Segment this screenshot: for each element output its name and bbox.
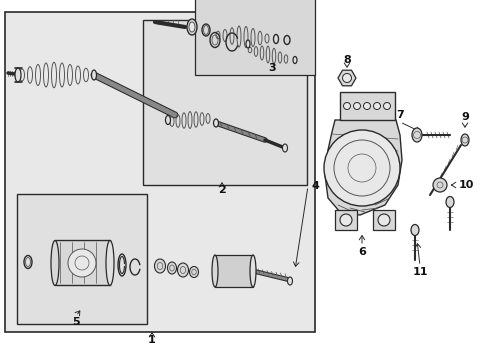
Polygon shape: [325, 120, 401, 215]
Text: 6: 6: [357, 247, 365, 257]
Text: 4: 4: [310, 181, 318, 191]
Text: 7: 7: [395, 110, 403, 120]
Circle shape: [373, 103, 380, 109]
Ellipse shape: [212, 255, 218, 287]
Ellipse shape: [245, 40, 249, 48]
Ellipse shape: [292, 57, 296, 63]
Circle shape: [432, 178, 446, 192]
Circle shape: [353, 103, 360, 109]
Text: 1: 1: [148, 335, 156, 345]
Circle shape: [383, 103, 390, 109]
Bar: [142, 20, 306, 185]
Bar: [339, 92, 394, 120]
Bar: [5, 12, 314, 332]
Ellipse shape: [186, 19, 197, 35]
Bar: [334, 210, 356, 230]
Ellipse shape: [118, 254, 126, 276]
Ellipse shape: [189, 266, 198, 278]
Ellipse shape: [273, 35, 278, 44]
Ellipse shape: [165, 116, 170, 125]
Ellipse shape: [411, 128, 421, 142]
Ellipse shape: [167, 262, 176, 274]
Text: 5: 5: [72, 317, 80, 327]
Ellipse shape: [177, 263, 188, 277]
Circle shape: [68, 249, 96, 277]
Circle shape: [377, 214, 389, 226]
Ellipse shape: [460, 134, 468, 146]
Text: 11: 11: [411, 267, 427, 277]
Bar: [372, 210, 394, 230]
Text: 9: 9: [460, 112, 468, 122]
Circle shape: [339, 214, 351, 226]
Bar: [195, 0, 314, 75]
Circle shape: [324, 130, 399, 206]
Ellipse shape: [106, 240, 114, 285]
Ellipse shape: [282, 144, 287, 152]
Text: 8: 8: [343, 55, 350, 65]
Ellipse shape: [189, 22, 195, 32]
Circle shape: [343, 103, 350, 109]
Circle shape: [342, 73, 351, 82]
Ellipse shape: [15, 68, 21, 82]
Bar: [55, 240, 110, 285]
Text: 2: 2: [218, 185, 225, 195]
Ellipse shape: [91, 70, 96, 80]
Text: 3: 3: [267, 63, 275, 73]
Ellipse shape: [445, 197, 453, 207]
Ellipse shape: [284, 36, 289, 45]
Ellipse shape: [51, 240, 59, 285]
Ellipse shape: [213, 119, 218, 127]
Ellipse shape: [410, 225, 418, 235]
Ellipse shape: [154, 259, 165, 273]
Circle shape: [363, 103, 370, 109]
Text: 10: 10: [457, 180, 473, 190]
Ellipse shape: [249, 255, 256, 287]
Ellipse shape: [287, 277, 292, 285]
Bar: [215, 255, 252, 287]
Bar: [17, 194, 147, 324]
